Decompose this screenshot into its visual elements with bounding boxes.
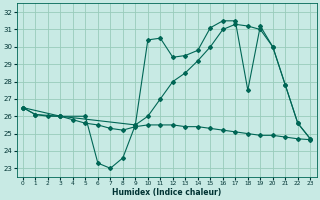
X-axis label: Humidex (Indice chaleur): Humidex (Indice chaleur)	[112, 188, 221, 197]
